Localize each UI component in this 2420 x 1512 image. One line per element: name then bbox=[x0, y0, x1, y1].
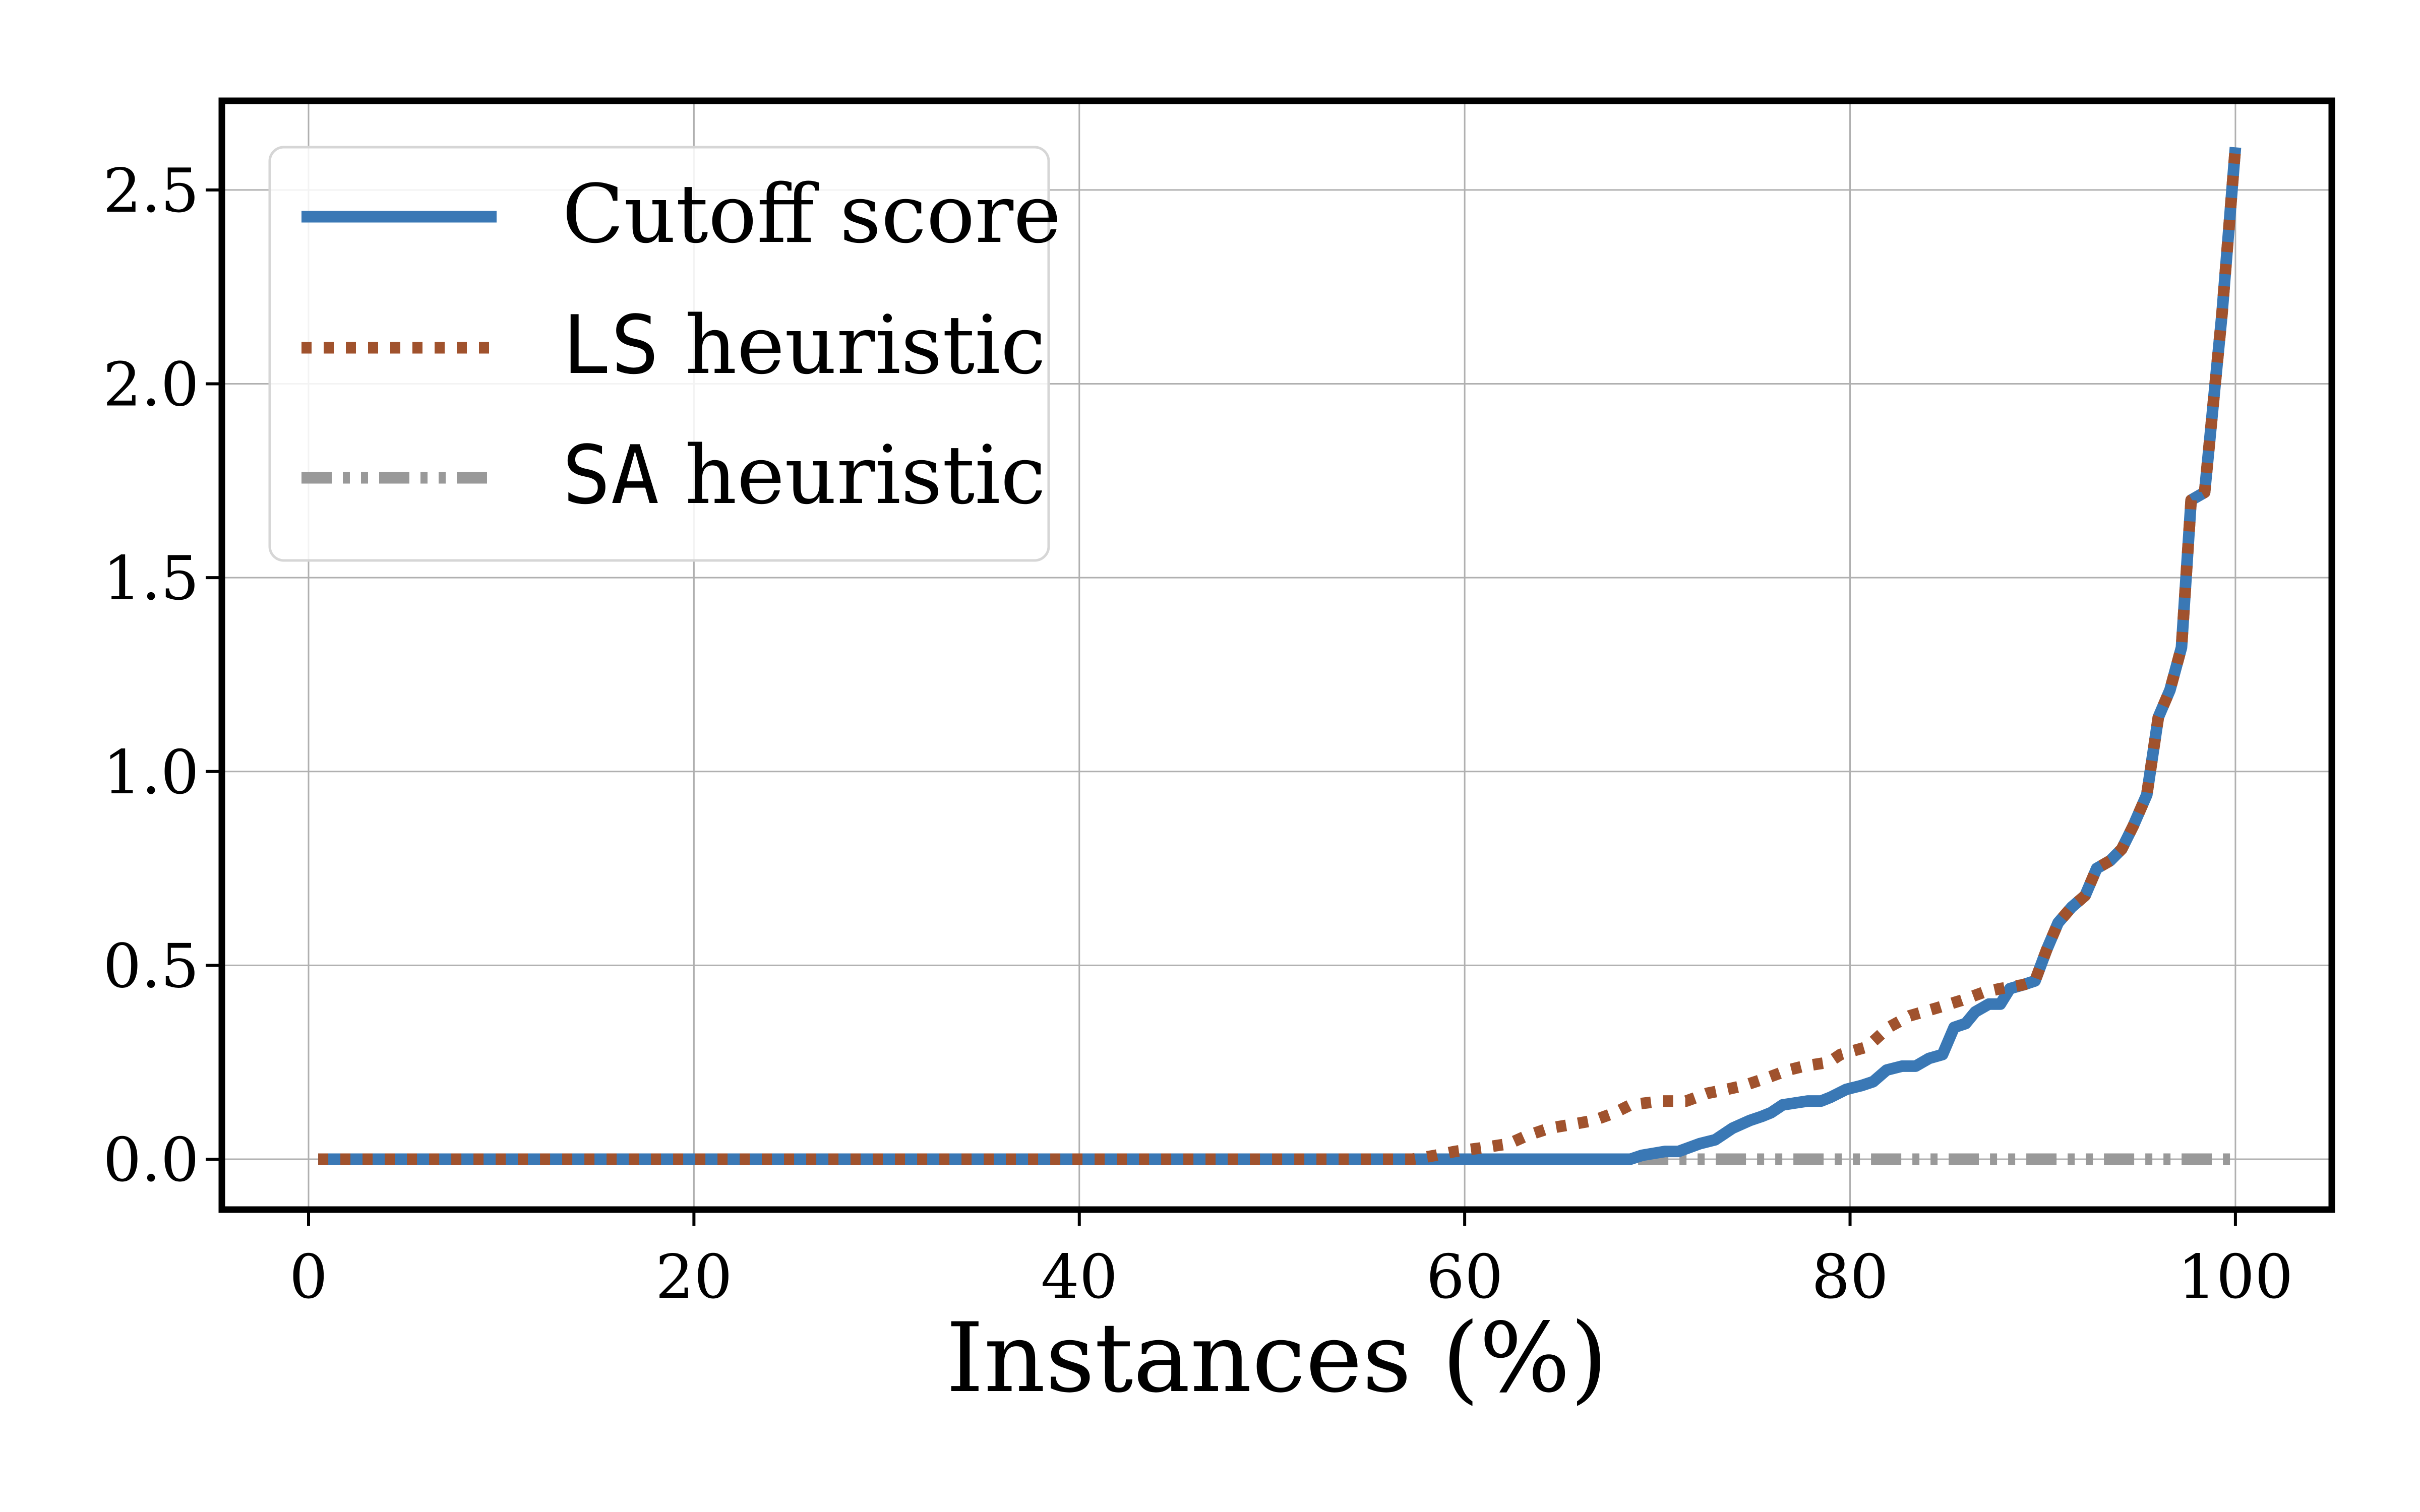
series-line-cutoff-score bbox=[318, 147, 2242, 1165]
x-tick-label: 80 bbox=[1811, 1242, 1889, 1312]
y-tick-label: 2.0 bbox=[103, 350, 199, 420]
x-tick-label: 100 bbox=[2177, 1242, 2293, 1312]
grid bbox=[222, 101, 2332, 1210]
y-tick-label: 2.5 bbox=[103, 156, 199, 226]
legend-label-ls-heuristic: LS heuristic bbox=[562, 298, 1046, 392]
legend: Cutoff score LS heuristic SA heuristic bbox=[268, 146, 1061, 562]
y-tick-label: 0.0 bbox=[103, 1125, 199, 1195]
series-line-ls-heuristic bbox=[318, 147, 2242, 1165]
plot-frame bbox=[218, 97, 2335, 1213]
y-axis: 0.0 0.5 1.0 1.5 2.0 2.5 bbox=[103, 156, 222, 1195]
x-axis: 0 20 40 60 80 100 bbox=[289, 1210, 2293, 1312]
y-tick-label: 0.5 bbox=[103, 931, 199, 1001]
y-tick-label: 1.0 bbox=[103, 738, 199, 808]
legend-box bbox=[268, 146, 1050, 562]
series-layer bbox=[318, 147, 2242, 1165]
x-axis-title: Instances (%) bbox=[946, 1302, 1607, 1414]
x-tick-label: 60 bbox=[1426, 1242, 1503, 1312]
y-tick-label: 1.5 bbox=[103, 544, 199, 614]
legend-label-cutoff-score: Cutoff score bbox=[562, 167, 1061, 261]
legend-label-sa-heuristic: SA heuristic bbox=[562, 428, 1046, 522]
x-tick-label: 0 bbox=[289, 1242, 328, 1312]
x-tick-label: 20 bbox=[655, 1242, 733, 1312]
x-tick-label: 40 bbox=[1041, 1242, 1118, 1312]
